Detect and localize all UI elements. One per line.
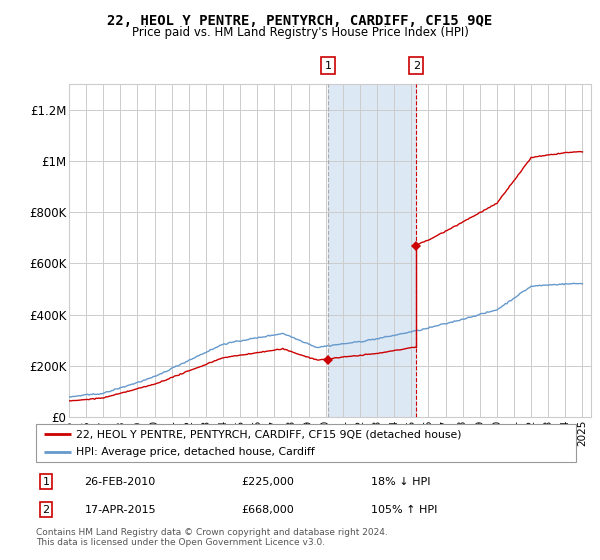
Text: 18% ↓ HPI: 18% ↓ HPI bbox=[371, 477, 430, 487]
Text: 2: 2 bbox=[43, 505, 50, 515]
Text: 1: 1 bbox=[325, 60, 332, 71]
Text: 22, HEOL Y PENTRE, PENTYRCH, CARDIFF, CF15 9QE: 22, HEOL Y PENTRE, PENTYRCH, CARDIFF, CF… bbox=[107, 14, 493, 28]
Text: 26-FEB-2010: 26-FEB-2010 bbox=[85, 477, 156, 487]
Text: 2: 2 bbox=[413, 60, 420, 71]
Text: Price paid vs. HM Land Registry's House Price Index (HPI): Price paid vs. HM Land Registry's House … bbox=[131, 26, 469, 39]
Text: 22, HEOL Y PENTRE, PENTYRCH, CARDIFF, CF15 9QE (detached house): 22, HEOL Y PENTRE, PENTYRCH, CARDIFF, CF… bbox=[77, 429, 462, 439]
Text: £668,000: £668,000 bbox=[241, 505, 294, 515]
Bar bbox=[328, 84, 416, 417]
Text: 105% ↑ HPI: 105% ↑ HPI bbox=[371, 505, 437, 515]
FancyBboxPatch shape bbox=[36, 424, 576, 462]
Text: Contains HM Land Registry data © Crown copyright and database right 2024.
This d: Contains HM Land Registry data © Crown c… bbox=[36, 528, 388, 547]
Text: 17-APR-2015: 17-APR-2015 bbox=[85, 505, 156, 515]
Text: HPI: Average price, detached house, Cardiff: HPI: Average price, detached house, Card… bbox=[77, 447, 315, 457]
Text: £225,000: £225,000 bbox=[241, 477, 294, 487]
Text: 1: 1 bbox=[43, 477, 49, 487]
